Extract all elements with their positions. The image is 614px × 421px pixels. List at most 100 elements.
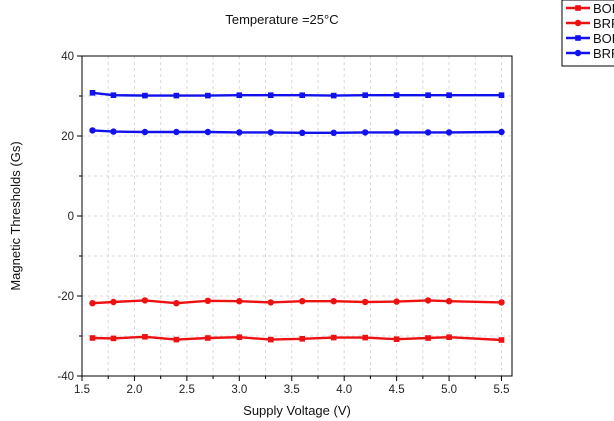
legend-entry-brpn: BRPN: [566, 16, 614, 31]
data-point: [110, 128, 117, 135]
series-line-bopn: [92, 335, 502, 342]
x-tick-label: 5.5: [494, 384, 510, 396]
data-point: [498, 128, 505, 136]
data-point: [236, 298, 243, 305]
data-point: [393, 336, 400, 342]
data-point: [361, 129, 369, 136]
data-point: [204, 297, 212, 304]
data-point: [445, 129, 453, 136]
legend-entry-bopn: BOPN: [566, 1, 614, 16]
data-point: [498, 337, 505, 343]
data-point: [173, 336, 180, 343]
data-point: [425, 335, 431, 341]
legend-marker: [574, 19, 582, 27]
x-tick-label: 4.5: [389, 384, 405, 396]
data-point: [330, 334, 337, 341]
legend-marker: [575, 5, 581, 11]
data-point: [236, 129, 243, 136]
x-tick-label: 1.5: [74, 384, 90, 396]
data-point: [362, 92, 368, 98]
data-point: [267, 129, 274, 136]
legend-label: BRPN: [593, 16, 614, 31]
data-point: [445, 298, 453, 305]
x-tick-label: 3.0: [231, 384, 247, 396]
data-point: [204, 128, 212, 136]
data-point: [498, 92, 505, 98]
legend-marker: [575, 35, 581, 41]
axis-ticks: 1.5 2.0 2.5 3.0 3.5 4.0 4.5 5.0 5.5 -40 -20 0 20 40: [57, 51, 509, 396]
data-point: [425, 92, 431, 98]
data-point: [393, 298, 400, 305]
data-point: [236, 92, 243, 98]
data-point: [299, 92, 306, 98]
data-point: [498, 299, 505, 306]
data-point: [173, 128, 180, 136]
data-point: [89, 335, 96, 341]
data-point: [142, 92, 148, 99]
x-axis-title: Supply Voltage (V): [243, 403, 351, 418]
data-point: [446, 334, 452, 340]
legend: BOPNBRPNBOPSBRPS: [561, 0, 614, 67]
series: [89, 90, 505, 343]
y-axis-title: Magnetic Thresholds (Gs): [8, 141, 23, 290]
data-point: [89, 90, 96, 96]
series-brpn: [89, 297, 505, 307]
data-point: [267, 299, 274, 306]
x-tick-label: 4.0: [336, 384, 352, 396]
data-point: [110, 298, 117, 306]
legend-label: BOPN: [593, 1, 614, 16]
chart-title: Temperature =25°C: [225, 12, 338, 27]
data-point: [142, 334, 148, 340]
data-point: [330, 298, 337, 305]
legend-marker: [574, 49, 582, 57]
series-brps: [89, 127, 505, 136]
y-tick-label: -40: [57, 371, 74, 383]
x-tick-label: 2.0: [126, 384, 142, 396]
data-point: [110, 335, 117, 342]
data-point: [424, 129, 432, 136]
y-tick-label: 0: [68, 211, 74, 223]
legend-entry-bops: BOPS: [566, 31, 614, 46]
data-point: [446, 92, 452, 98]
series-line-brpn: [92, 299, 502, 305]
data-point: [362, 334, 368, 341]
y-tick-label: -20: [57, 291, 74, 303]
data-point: [299, 298, 306, 305]
data-point: [110, 92, 117, 98]
data-point: [141, 128, 149, 136]
data-point: [236, 334, 243, 340]
series-line-brps: [92, 129, 502, 135]
legend-entry-brps: BRPS: [566, 46, 614, 61]
data-point: [393, 129, 400, 136]
y-tick-label: 20: [61, 131, 74, 143]
data-point: [361, 298, 369, 306]
data-point: [89, 300, 96, 307]
series-bopn: [89, 334, 505, 343]
data-point: [89, 127, 96, 134]
x-tick-label: 2.5: [179, 384, 195, 396]
x-tick-label: 3.5: [284, 384, 300, 396]
data-point: [330, 129, 337, 136]
plot-frame: [81, 55, 513, 377]
data-point: [141, 297, 149, 304]
x-tick-label: 5.0: [441, 384, 457, 396]
grid: [82, 56, 512, 376]
series-line-bops: [92, 91, 502, 97]
y-tick-label: 40: [61, 51, 74, 63]
data-point: [393, 92, 400, 98]
legend-box: [561, 0, 614, 67]
legend-label: BRPS: [593, 46, 614, 61]
data-point: [173, 92, 180, 99]
data-point: [173, 300, 180, 307]
data-point: [299, 129, 306, 136]
data-point: [330, 92, 337, 99]
data-point: [205, 335, 211, 341]
data-point: [299, 336, 306, 342]
data-point: [424, 297, 432, 304]
legend-label: BOPS: [593, 31, 614, 46]
data-point: [267, 92, 274, 98]
data-point: [267, 336, 274, 343]
series-bops: [89, 90, 505, 99]
data-point: [205, 92, 211, 99]
